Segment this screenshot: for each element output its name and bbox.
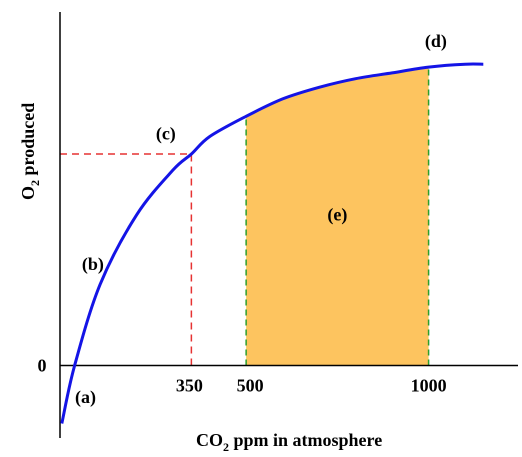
curve-layer <box>60 62 484 424</box>
labels-layer: 350 500 1000 0 (a) (b) (c) (d) (e) CO2 ppm in atm… <box>18 31 447 454</box>
annotation-b: (b) <box>82 254 104 275</box>
y-tick-label-0: 0 <box>38 356 47 376</box>
shaded-region-e <box>246 67 429 366</box>
y-axis-title: O2 produced <box>18 103 42 200</box>
annotation-c: (c) <box>156 124 176 145</box>
shaded-region-layer <box>245 67 430 366</box>
x-tick-label-350: 350 <box>176 376 203 396</box>
annotation-d: (d) <box>425 31 447 52</box>
reference-lines-layer <box>60 153 193 366</box>
x-tick-label-1000: 1000 <box>411 376 447 396</box>
x-axis-title: CO2 ppm in atmosphere <box>196 430 382 454</box>
axes-layer <box>59 12 518 438</box>
annotation-a: (a) <box>75 387 96 408</box>
o2-production-curve <box>60 62 484 424</box>
annotation-e: (e) <box>327 205 347 226</box>
x-tick-label-500: 500 <box>237 376 264 396</box>
